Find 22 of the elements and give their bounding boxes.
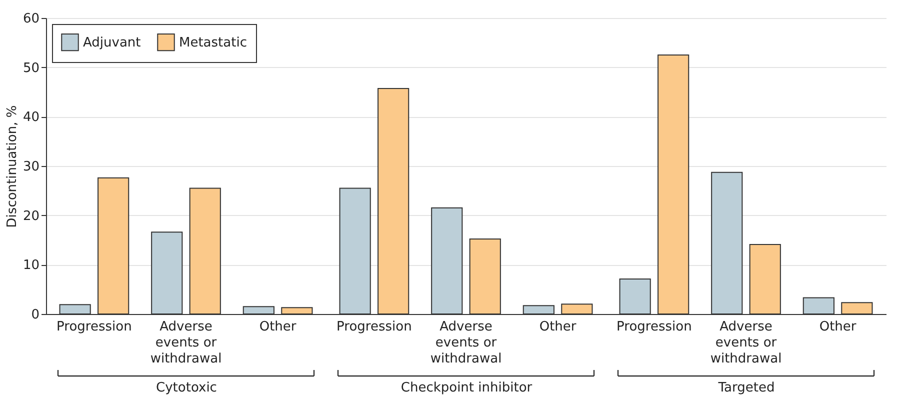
y-tick-label: 10	[22, 258, 40, 274]
x-tick-label: Adverse events or withdrawal	[430, 320, 502, 366]
y-tick-label: 30	[22, 160, 40, 174]
x-tick-label: Other	[259, 320, 297, 334]
x-axis-title: Targeted	[717, 380, 775, 396]
x-tick-label: Other	[539, 320, 577, 334]
x-axis-title: Checkpoint inhibitor	[400, 380, 533, 396]
y-tick-label: 40	[22, 110, 40, 126]
x-tick-label: Adverse events or withdrawal	[710, 320, 782, 366]
y-tick-label: 20	[22, 208, 40, 224]
x-tick-label: Progression	[336, 320, 412, 334]
legend-label: Adjuvant	[83, 35, 141, 50]
y-axis-title: Discontinuation, %	[4, 105, 20, 228]
x-axis-title: Cytotoxic	[156, 380, 217, 396]
y-tick-label: 50	[22, 60, 40, 76]
x-tick-label: Progression	[56, 320, 132, 334]
legend-label: Metastatic	[179, 35, 247, 50]
x-tick-label: Adverse events or withdrawal	[150, 320, 222, 366]
x-tick-label: Other	[819, 320, 857, 334]
y-tick-label: 0	[31, 308, 40, 322]
x-tick-label: Progression	[616, 320, 692, 334]
y-tick-label: 60	[22, 12, 40, 26]
